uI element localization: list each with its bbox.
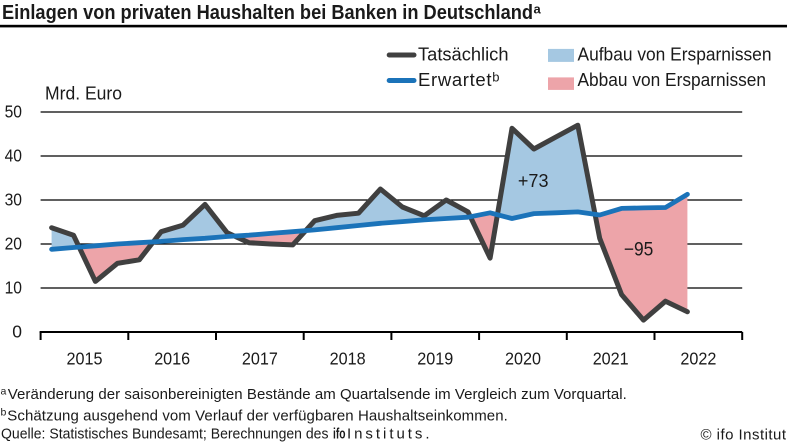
svg-text:2022: 2022: [680, 349, 716, 369]
svg-text:30: 30: [5, 190, 23, 210]
svg-text:2020: 2020: [505, 349, 541, 369]
svg-text:Quelle: Statistisches Bundesam: Quelle: Statistisches Bundesamt; Berechn…: [1, 425, 329, 442]
svg-text:2015: 2015: [67, 349, 103, 369]
svg-text:2016: 2016: [154, 349, 190, 369]
svg-text:2017: 2017: [242, 349, 278, 369]
svg-text:40: 40: [5, 146, 23, 166]
svg-text:b: b: [1, 407, 7, 419]
svg-text:Schätzung ausgehend vom Verlau: Schätzung ausgehend vom Verlauf der verf…: [7, 407, 508, 424]
svg-text:50: 50: [5, 102, 23, 122]
svg-text:ifo: ifo: [333, 425, 346, 442]
svg-text:© ifo Institut: © ifo Institut: [701, 426, 787, 443]
svg-text:2019: 2019: [417, 349, 453, 369]
svg-text:Aufbau von Ersparnissen: Aufbau von Ersparnissen: [578, 44, 772, 65]
svg-text:2021: 2021: [593, 349, 629, 369]
svg-text:Tatsächlich: Tatsächlich: [418, 44, 509, 65]
svg-text:a: a: [1, 386, 7, 398]
svg-text:10: 10: [5, 278, 23, 298]
svg-text:0: 0: [12, 322, 22, 342]
svg-text:a: a: [534, 2, 542, 17]
svg-text:−95: −95: [624, 239, 654, 260]
svg-text:Erwartet: Erwartet: [418, 69, 492, 90]
svg-text:b: b: [492, 70, 499, 85]
svg-text:Einlagen von privaten Haushalt: Einlagen von privaten Haushalten bei Ban…: [2, 2, 533, 24]
svg-text:Mrd. Euro: Mrd. Euro: [45, 83, 122, 104]
svg-text:+73: +73: [518, 171, 549, 191]
svg-text:Abbau von Ersparnissen: Abbau von Ersparnissen: [578, 69, 767, 90]
svg-text:20: 20: [5, 234, 23, 254]
svg-text:2018: 2018: [330, 349, 366, 369]
svg-text:Veränderung der saisonbereinig: Veränderung der saisonbereinigten Bestän…: [8, 386, 627, 403]
